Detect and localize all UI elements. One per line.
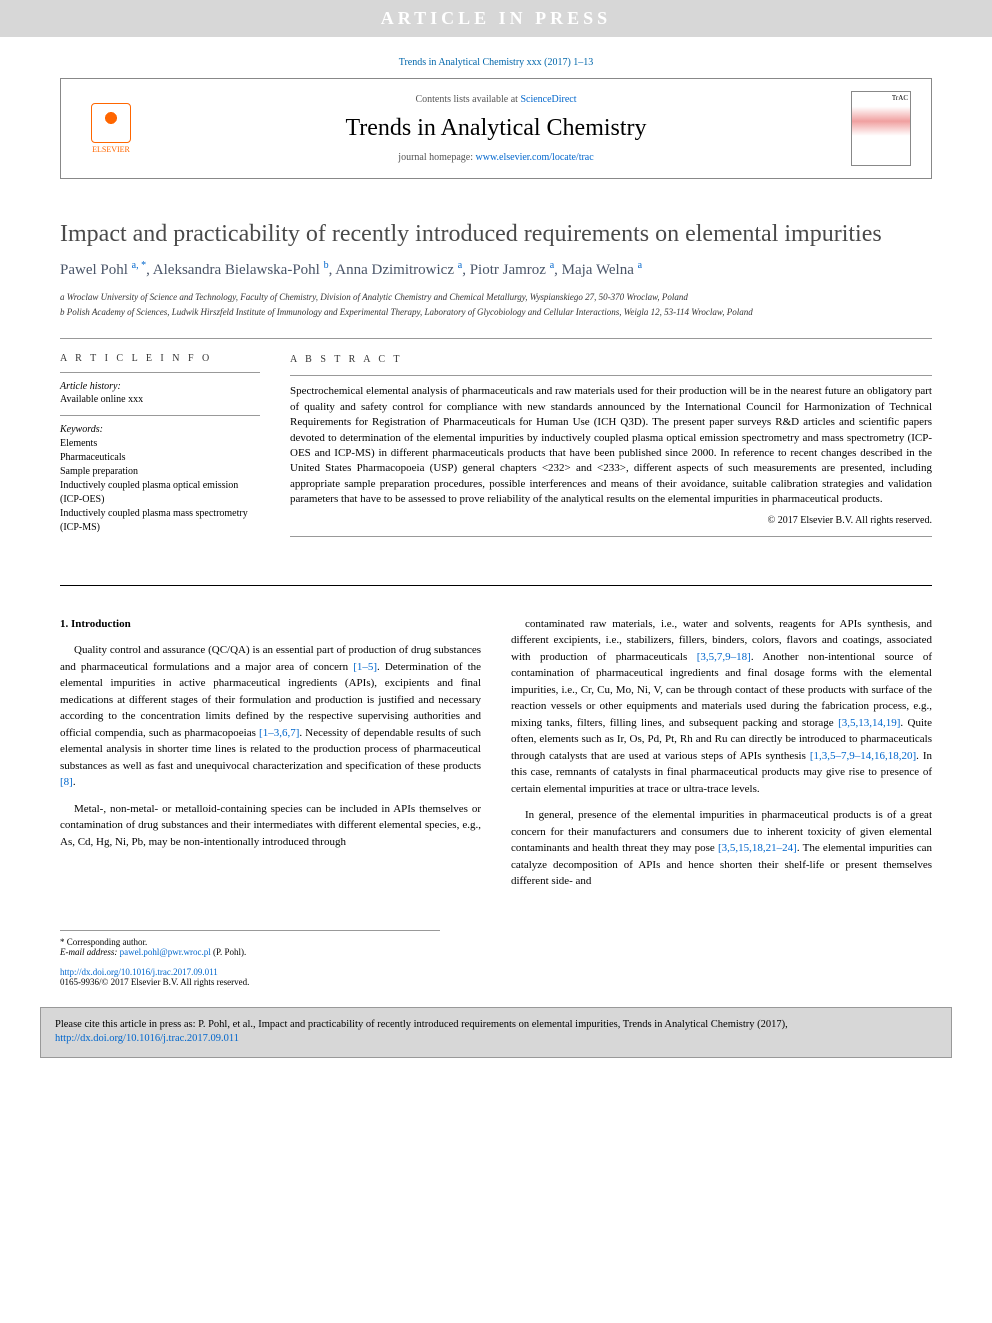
- ref-link[interactable]: [1–3,6,7]: [259, 727, 299, 739]
- journal-header: ELSEVIER Contents lists available at Sci…: [60, 78, 932, 179]
- email-line: E-mail address: pawel.pohl@pwr.wroc.pl (…: [60, 947, 440, 957]
- intro-paragraph-1: Quality control and assurance (QC/QA) is…: [60, 642, 481, 791]
- elsevier-label: ELSEVIER: [92, 145, 130, 154]
- affiliation-b: b Polish Academy of Sciences, Ludwik Hir…: [60, 304, 932, 319]
- elsevier-tree-icon: [91, 103, 131, 143]
- keywords-list: ElementsPharmaceuticalsSample preparatio…: [60, 437, 260, 535]
- abstract-copyright: © 2017 Elsevier B.V. All rights reserved…: [290, 514, 932, 528]
- article-history-label: Article history:: [60, 381, 260, 392]
- info-divider: [60, 415, 260, 416]
- elsevier-logo[interactable]: ELSEVIER: [81, 94, 141, 164]
- homepage-link[interactable]: www.elsevier.com/locate/trac: [476, 152, 594, 163]
- email-label: E-mail address:: [60, 947, 120, 957]
- divider: [60, 338, 932, 339]
- citation-box: Please cite this article in press as: P.…: [40, 1007, 952, 1058]
- doi-link[interactable]: http://dx.doi.org/10.1016/j.trac.2017.09…: [60, 967, 218, 977]
- intro-paragraph-2-cont: contaminated raw materials, i.e., water …: [511, 616, 932, 798]
- contents-lists-line: Contents lists available at ScienceDirec…: [141, 94, 851, 105]
- corresponding-email-link[interactable]: pawel.pohl@pwr.wroc.pl: [120, 947, 211, 957]
- keyword-item: Inductively coupled plasma mass spectrom…: [60, 507, 260, 535]
- journal-cover-thumbnail[interactable]: [851, 91, 911, 166]
- sciencedirect-link[interactable]: ScienceDirect: [520, 94, 576, 105]
- authors-list: Pawel Pohl a, *, Aleksandra Bielawska-Po…: [60, 260, 932, 279]
- column-right: contaminated raw materials, i.e., water …: [511, 616, 932, 900]
- abstract-section: A B S T R A C T Spectrochemical elementa…: [290, 353, 932, 544]
- journal-name: Trends in Analytical Chemistry: [141, 115, 851, 142]
- footnotes: * Corresponding author. E-mail address: …: [60, 930, 440, 957]
- abstract-text: Spectrochemical elemental analysis of ph…: [290, 384, 932, 507]
- column-left: 1. Introduction Quality control and assu…: [60, 616, 481, 900]
- contents-prefix: Contents lists available at: [415, 94, 520, 105]
- homepage-prefix: journal homepage:: [398, 152, 475, 163]
- intro-paragraph-3: In general, presence of the elemental im…: [511, 807, 932, 890]
- ref-link[interactable]: [1,3,5–7,9–14,16,18,20]: [810, 750, 916, 762]
- article-body: 1. Introduction Quality control and assu…: [60, 616, 932, 900]
- keyword-item: Pharmaceuticals: [60, 451, 260, 465]
- ref-link[interactable]: [3,5,13,14,19]: [838, 717, 900, 729]
- info-divider: [60, 372, 260, 373]
- abstract-divider: [290, 375, 932, 376]
- cite-text: Please cite this article in press as: P.…: [55, 1019, 788, 1030]
- keywords-label: Keywords:: [60, 424, 260, 435]
- article-title: Impact and practicability of recently in…: [60, 219, 932, 250]
- article-info-sidebar: A R T I C L E I N F O Article history: A…: [60, 353, 260, 544]
- ref-link[interactable]: [3,5,15,18,21–24]: [718, 842, 797, 854]
- abstract-bottom-divider: [290, 536, 932, 537]
- ref-link[interactable]: [1–5]: [353, 661, 377, 673]
- ref-link[interactable]: [3,5,7,9–18]: [697, 651, 751, 663]
- keyword-item: Elements: [60, 437, 260, 451]
- corresponding-author: * Corresponding author.: [60, 937, 440, 947]
- article-in-press-banner: ARTICLE IN PRESS: [0, 0, 992, 37]
- intro-paragraph-2: Metal-, non-metal- or metalloid-containi…: [60, 801, 481, 851]
- affiliations: a Wroclaw University of Science and Tech…: [60, 289, 932, 318]
- doi-block: http://dx.doi.org/10.1016/j.trac.2017.09…: [60, 967, 932, 987]
- homepage-line: journal homepage: www.elsevier.com/locat…: [141, 152, 851, 163]
- email-owner: (P. Pohl).: [211, 947, 247, 957]
- ref-link[interactable]: [8]: [60, 776, 73, 788]
- keyword-item: Inductively coupled plasma optical emiss…: [60, 479, 260, 507]
- affiliation-a: a Wroclaw University of Science and Tech…: [60, 289, 932, 304]
- body-top-rule: [60, 585, 932, 586]
- article-info-heading: A R T I C L E I N F O: [60, 353, 260, 364]
- top-citation: Trends in Analytical Chemistry xxx (2017…: [0, 37, 992, 78]
- issn-copyright: 0165-9936/© 2017 Elsevier B.V. All right…: [60, 977, 932, 987]
- section-1-heading: 1. Introduction: [60, 616, 481, 633]
- cite-doi-link[interactable]: http://dx.doi.org/10.1016/j.trac.2017.09…: [55, 1033, 239, 1044]
- article-history-value: Available online xxx: [60, 394, 260, 405]
- abstract-heading: A B S T R A C T: [290, 353, 932, 367]
- keyword-item: Sample preparation: [60, 465, 260, 479]
